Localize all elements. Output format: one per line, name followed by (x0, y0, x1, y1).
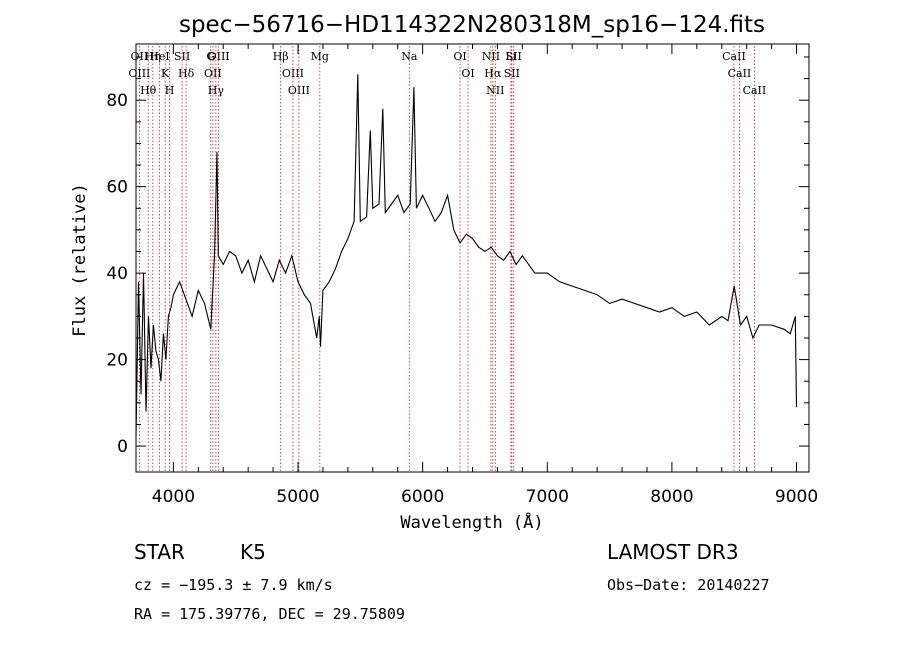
chart-title: spec−56716−HD114322N280318M_sp16−124.fit… (179, 12, 765, 38)
survey-name: LAMOST DR3 (607, 540, 739, 564)
x-tick-label: 6000 (401, 487, 444, 507)
spectral-line-label: NII (486, 84, 504, 97)
spectral-line-label: Mg (311, 50, 329, 63)
spectral-line-label: OII (204, 67, 222, 80)
spectral-line-label: K (161, 67, 170, 80)
spectral-line-label: Hθ (140, 84, 157, 97)
spectral-line-label: CaII (743, 84, 767, 97)
spectral-line-label: SII (174, 50, 190, 63)
object-class: STAR (134, 540, 185, 564)
spectral-line-label: OIII (208, 50, 230, 63)
spectral-line-label: Hβ (273, 50, 289, 63)
x-axis: 4000 5000 6000 7000 8000 9000 (152, 44, 818, 507)
spectral-line-label: NII (482, 50, 500, 63)
redshift-text: cz = −195.3 ± 7.9 km/s (134, 576, 333, 594)
coordinates-text: RA = 175.39776, DEC = 29.75809 (134, 605, 405, 623)
spectrum-series-line (135, 74, 798, 438)
x-tick-label: 8000 (650, 487, 693, 507)
spectral-line-label: OIII (128, 67, 150, 80)
y-tick-label: 80 (106, 91, 128, 111)
obs-date-text: Obs−Date: 20140227 (607, 576, 770, 594)
y-tick-label: 0 (117, 437, 128, 457)
y-tick-label: 20 (106, 351, 128, 371)
spectral-line-label: Hγ (208, 84, 225, 97)
spectral-line-label: SII (506, 50, 522, 63)
spectral-line-label: Hα (484, 67, 502, 80)
spectral-line-label: Hδ (178, 67, 195, 80)
spectral-line-label: OI (461, 67, 474, 80)
spectral-line-label: OIII (288, 84, 310, 97)
x-tick-label: 7000 (526, 487, 569, 507)
y-tick-label: 60 (106, 178, 128, 198)
y-tick-label: 40 (106, 264, 128, 284)
spectral-line-label: SII (504, 67, 520, 80)
spectral-line-label: CaII (728, 67, 752, 80)
spectral-line-label: CaII (722, 50, 746, 63)
spectral-line-label: Li (505, 50, 516, 63)
spectral-line-label: HeI (149, 50, 169, 63)
spectral-line-label: OIII (282, 67, 304, 80)
x-axis-label: Wavelength (Å) (400, 511, 543, 533)
x-tick-label: 4000 (152, 487, 195, 507)
spectral-line-label: OI (453, 50, 466, 63)
y-axis-label: Flux (relative) (70, 183, 90, 337)
y-axis: 0 20 40 60 80 (106, 56, 809, 457)
x-tick-label: 9000 (775, 487, 818, 507)
x-tick-label: 5000 (276, 487, 319, 507)
spectral-line-label: Hη (145, 50, 161, 63)
spectral-line-label: G (206, 50, 215, 63)
spectral-line-label: Na (401, 50, 418, 63)
object-subclass: K5 (240, 540, 266, 564)
spectral-line-label: H (165, 84, 175, 97)
